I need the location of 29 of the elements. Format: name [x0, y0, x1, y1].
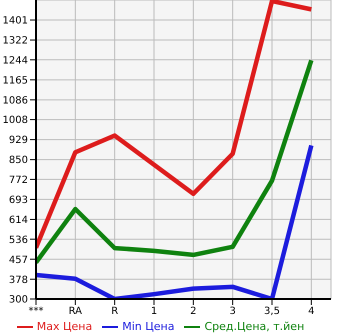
x-tick-label: 4: [308, 306, 315, 318]
x-tick-label: 3: [229, 306, 236, 318]
y-tick-label: 929: [8, 135, 28, 146]
line-series: [36, 143, 314, 299]
y-tick-label: 1165: [2, 75, 28, 86]
x-tick-label: RA: [68, 306, 82, 318]
y-tick-label: 536: [8, 234, 28, 246]
y-tick-label: 457: [8, 254, 28, 266]
x-tick-label: ***: [28, 306, 44, 318]
y-tick-label: 1322: [2, 36, 28, 47]
legend-label: Сред.Цена, т.йен: [204, 320, 304, 334]
y-tick-label: 378: [8, 274, 28, 286]
y-tick-label: 1008: [2, 115, 28, 126]
y-tick-label: 850: [8, 155, 28, 166]
y-tick-label: 614: [8, 214, 28, 226]
x-tick-label: 3,5: [264, 306, 280, 318]
legend-label: Min Цена: [122, 320, 174, 334]
legend-label: Max Цена: [36, 320, 92, 334]
y-tick-label: 1244: [2, 55, 28, 66]
line-series: [36, 58, 314, 265]
x-tick-label: 2: [190, 306, 197, 318]
line-series: [36, 0, 314, 250]
x-tick-label: 1: [150, 306, 158, 318]
y-tick-label: 300: [8, 294, 28, 306]
y-tick-label: 1401: [2, 16, 28, 27]
y-tick-label: 1086: [2, 95, 28, 106]
y-tick-label: 772: [8, 174, 28, 186]
y-tick-label: 693: [8, 194, 28, 206]
x-tick-label: R: [111, 306, 118, 318]
